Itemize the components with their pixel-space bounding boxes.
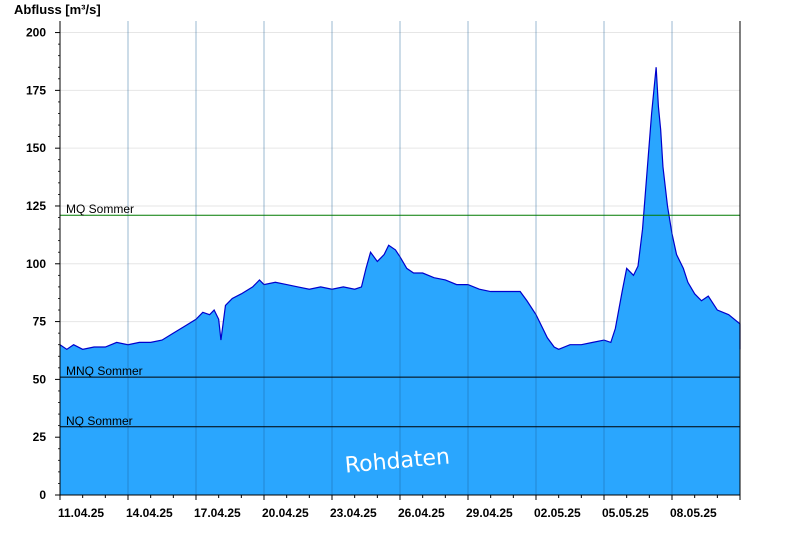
y-tick-label: 25 — [33, 430, 47, 444]
y-axis-title: Abfluss [m³/s] — [14, 2, 101, 17]
y-tick-label: 100 — [26, 257, 46, 271]
x-tick-label: 14.04.25 — [126, 506, 173, 520]
reference-line-label: MNQ Sommer — [66, 364, 143, 378]
y-tick-label: 125 — [26, 199, 46, 213]
reference-lines: MQ Sommer MNQ Sommer NQ Sommer — [60, 202, 740, 428]
x-tick-label: 26.04.25 — [398, 506, 445, 520]
y-tick-label: 75 — [33, 315, 47, 329]
reference-line-label: NQ Sommer — [66, 414, 133, 428]
vertical-gridlines — [127, 21, 673, 495]
axes — [55, 21, 741, 500]
x-tick-label: 05.05.25 — [602, 506, 649, 520]
y-tick-label: 150 — [26, 141, 46, 155]
x-tick-label: 23.04.25 — [330, 506, 377, 520]
discharge-line — [59, 67, 741, 351]
x-tick-label: 17.04.25 — [194, 506, 241, 520]
x-tick-label: 02.05.25 — [534, 506, 581, 520]
x-tick-label: 20.04.25 — [262, 506, 309, 520]
y-tick-labels: 0 25 50 75 100 125 150 175 200 — [26, 26, 46, 502]
x-tick-label: 29.04.25 — [466, 506, 513, 520]
y-tick-label: 50 — [33, 372, 47, 386]
y-tick-label: 175 — [26, 83, 46, 97]
reference-line-label: MQ Sommer — [66, 202, 134, 216]
x-tick-label: 08.05.25 — [670, 506, 717, 520]
y-tick-label: 200 — [26, 26, 46, 40]
x-tick-label: 11.04.25 — [58, 506, 104, 520]
y-tick-label: 0 — [39, 488, 46, 502]
x-tick-labels: 11.04.25 14.04.25 17.04.25 20.04.25 23.04.25… — [58, 506, 717, 520]
